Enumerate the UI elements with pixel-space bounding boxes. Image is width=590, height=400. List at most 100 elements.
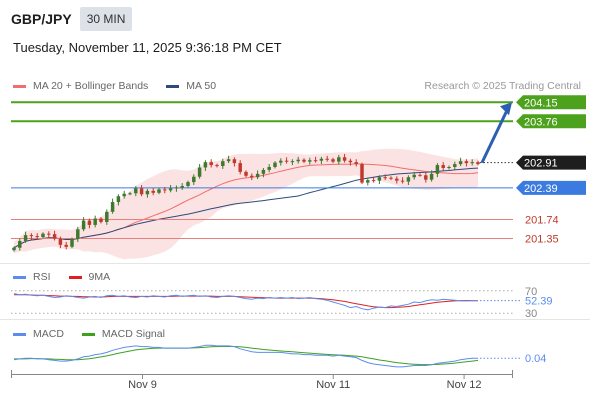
current-price-tag [516, 155, 586, 170]
rsi-current-label: 52.39 [525, 296, 553, 308]
candle-body [226, 159, 231, 162]
legend-swatch-ma50 [166, 84, 180, 88]
candle-body [279, 160, 283, 163]
candle-body [35, 236, 39, 238]
level-label-resistance: 204.15 [524, 97, 558, 109]
candle-body [325, 158, 329, 160]
candle-body [52, 234, 57, 239]
candle-body [354, 162, 358, 165]
level-tag-pivot [516, 180, 586, 195]
candle-body [215, 165, 219, 167]
candle-body [313, 160, 318, 162]
legend-swatch-rsi [13, 275, 26, 279]
legend-label-9ma: 9MA [88, 271, 111, 283]
price-legend: MA 20 + Bollinger Bands MA 50 [13, 80, 234, 92]
candle-body [406, 177, 411, 182]
rsi-legend: RSI 9MA [13, 271, 128, 283]
candle-body [105, 211, 109, 222]
candle-body [99, 218, 103, 222]
level-label-support: 201.35 [525, 234, 559, 246]
candle-body [371, 180, 376, 182]
forecast-arrow [480, 107, 510, 164]
legend-label-ma20: MA 20 + Bollinger Bands [33, 80, 149, 92]
candle-body [458, 161, 463, 165]
candle-body [157, 189, 161, 193]
rsi-9ma-line [14, 294, 479, 309]
legend-item-macd-signal: MACD Signal [81, 328, 165, 340]
bollinger-band [14, 148, 478, 260]
candle-body [93, 218, 97, 225]
candle-body [110, 202, 115, 212]
ma50-line [13, 167, 479, 249]
datetime-label: Tuesday, November 11, 2025 9:36:18 PM CE… [13, 40, 282, 55]
legend-label-macd-signal: MACD Signal [101, 328, 165, 340]
legend-item-9ma: 9MA [68, 271, 111, 283]
forecast-arrow-head [500, 102, 512, 116]
candle-body [308, 160, 312, 162]
macd-legend: MACD MACD Signal [13, 328, 183, 340]
macd-line [13, 344, 478, 368]
candle-body [197, 167, 202, 177]
candle-body [395, 178, 399, 181]
candle-body [12, 247, 16, 251]
candle-body [122, 193, 126, 197]
legend-item-ma50: MA 50 [166, 80, 216, 92]
symbol-label: GBP/JPY [11, 10, 72, 27]
candle-body [476, 162, 480, 165]
candle-body [145, 190, 150, 195]
candle-body [221, 161, 225, 167]
candle-body [151, 190, 155, 193]
macd-signal-line [14, 345, 479, 366]
rsi-level-label: 30 [525, 308, 537, 320]
candle-body [435, 165, 440, 174]
candle-body [424, 175, 428, 180]
level-label-support: 201.74 [525, 215, 559, 227]
timeframe-badge[interactable]: 30 MIN [79, 6, 133, 31]
candle-body [453, 164, 457, 168]
candle-body [58, 238, 63, 245]
candle-body [41, 233, 45, 238]
macd-current-label: 0.04 [525, 353, 546, 365]
candle-body [203, 162, 208, 168]
candle-body [342, 157, 347, 161]
candle-body [81, 220, 86, 230]
candle-body [273, 162, 277, 168]
candle-body [464, 161, 469, 164]
candle-body [116, 196, 121, 203]
level-label-resistance: 203.76 [524, 116, 558, 128]
candle-body [232, 159, 237, 164]
candle-body [331, 159, 335, 162]
candle-body [180, 185, 184, 188]
candle-body [255, 173, 260, 178]
legend-swatch-macd [13, 332, 26, 336]
candle-body [244, 171, 248, 176]
candle-body [76, 229, 80, 240]
candle-body [134, 188, 138, 194]
legend-swatch-9ma [68, 275, 82, 279]
candle-body [250, 175, 254, 178]
level-tag-resistance [516, 114, 586, 129]
candle-body [23, 235, 28, 241]
candle-body [64, 244, 68, 247]
candle-body [366, 180, 370, 183]
candle-body [139, 188, 144, 195]
candle-body [261, 169, 266, 174]
candle-body [87, 220, 92, 225]
legend-label-ma50: MA 50 [186, 80, 217, 92]
candle-body [186, 182, 190, 186]
candle-body [302, 159, 306, 162]
legend-label-rsi: RSI [33, 271, 51, 283]
candle-body [267, 167, 271, 170]
candle-body [348, 160, 353, 163]
rsi-line [13, 293, 478, 311]
candle-body [168, 188, 173, 191]
candle-body [29, 235, 34, 237]
candle-body [284, 160, 289, 162]
candle-body [470, 162, 474, 164]
current-price-label: 202.91 [524, 158, 558, 170]
candle-body [360, 164, 364, 183]
x-tick-label: Nov 11 [316, 379, 350, 391]
candle-body [377, 177, 382, 181]
candle-body [441, 165, 445, 168]
